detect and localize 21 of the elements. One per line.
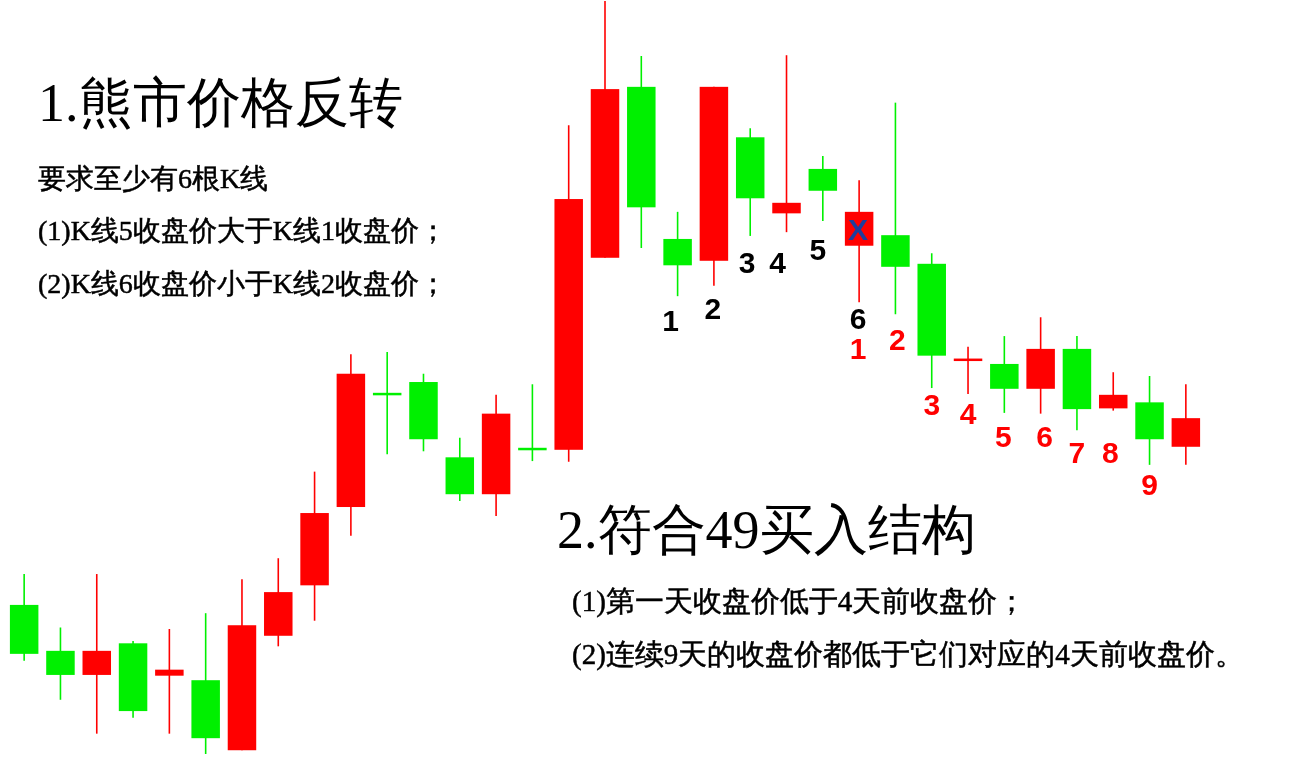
annotation: (2)K线6收盘价小于K线2收盘价； xyxy=(38,267,448,299)
annotation: 1 xyxy=(662,303,679,337)
annotation: 5 xyxy=(809,232,827,266)
annotation: 7 xyxy=(1068,435,1086,469)
annotation: 6 xyxy=(1036,419,1053,453)
annotation: 3 xyxy=(738,245,756,279)
annotation: (1)K线5收盘价大于K线1收盘价； xyxy=(38,214,448,246)
annotation: 2 xyxy=(704,291,722,325)
annotation: 要求至少有6根K线 xyxy=(38,162,269,194)
annotation: 3 xyxy=(923,387,941,421)
annotation: 5 xyxy=(994,419,1012,453)
annotation: (1)第一天收盘价低于4天前收盘价； xyxy=(572,585,1027,618)
annotation: 2 xyxy=(889,322,906,356)
annotation: 4 xyxy=(959,396,977,430)
annotation: X xyxy=(848,212,869,246)
annotation: 9 xyxy=(1141,467,1158,501)
annotation: (2)连续9天的收盘价都低于它们对应的4天前收盘价。 xyxy=(572,638,1244,671)
annotation: 4 xyxy=(769,245,787,279)
annotation: 8 xyxy=(1101,435,1119,469)
text: 1.熊市价格反转 xyxy=(38,73,403,133)
annotation: 2.符合49买入结构 xyxy=(557,500,976,560)
